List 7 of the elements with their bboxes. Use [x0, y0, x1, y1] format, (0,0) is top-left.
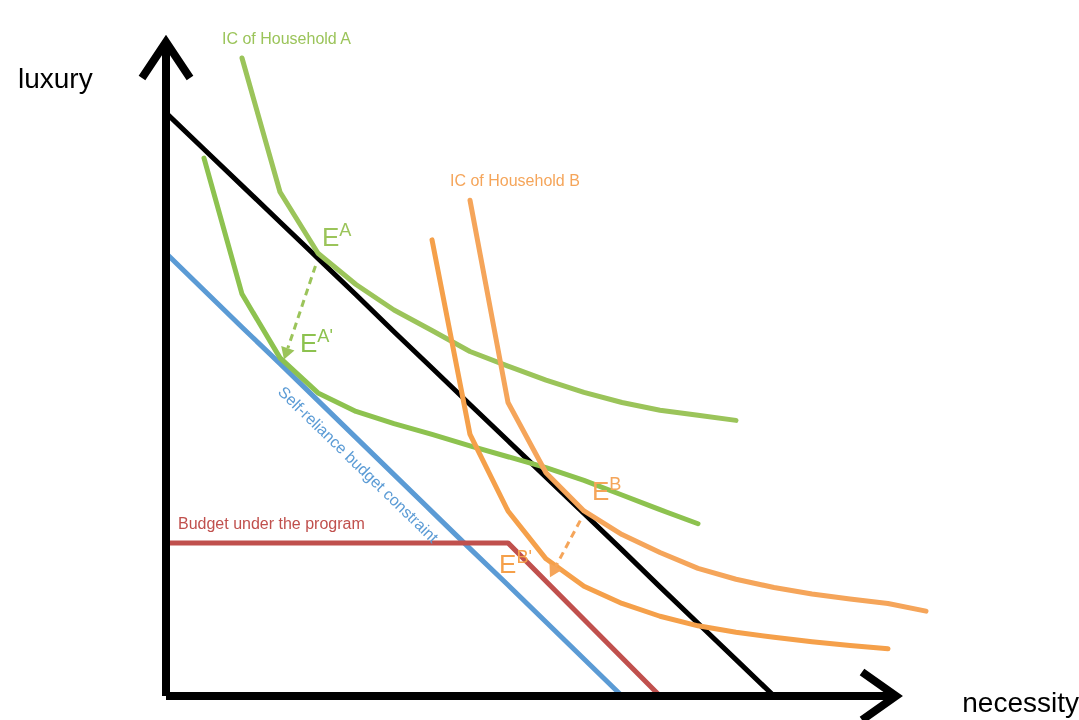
- y-axis-title: luxury: [18, 63, 93, 94]
- annotation: E$^{A}$: [322, 220, 353, 253]
- series-label: IC of Household A: [222, 30, 352, 47]
- series-label: Budget under the program: [178, 514, 365, 532]
- annotation: E$^{A'}$: [300, 325, 333, 358]
- x-axis-title: necessity: [962, 687, 1079, 718]
- series-label: IC of Household B: [450, 172, 580, 190]
